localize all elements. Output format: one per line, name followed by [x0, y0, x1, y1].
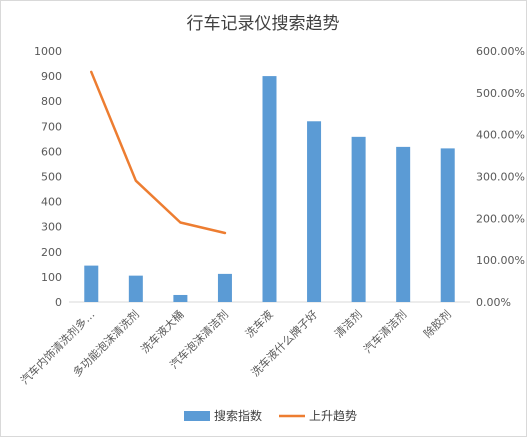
bar — [128, 275, 143, 302]
bar — [307, 121, 322, 302]
right-axis-tick-label: 100.00% — [476, 254, 525, 267]
left-axis-tick-label: 100 — [41, 271, 62, 284]
legend: 搜索指数 上升趋势 — [184, 408, 357, 423]
legend-bar-swatch — [184, 411, 210, 421]
bar — [84, 265, 99, 302]
left-axis-tick-label: 300 — [41, 221, 62, 234]
left-axis-tick-label: 400 — [41, 196, 62, 209]
category-label: 洗车液大桶 — [138, 307, 187, 356]
left-axis-tick-label: 900 — [41, 70, 62, 83]
left-axis-tick-label: 0 — [55, 296, 62, 309]
right-axis-tick-label: 600.00% — [476, 45, 525, 58]
legend-bar-label: 搜索指数 — [214, 408, 262, 423]
right-axis-tick-label: 300.00% — [476, 171, 525, 184]
bar — [217, 273, 232, 302]
bar — [440, 148, 455, 302]
left-axis-tick-label: 600 — [41, 145, 62, 158]
bar — [262, 76, 277, 302]
category-label: 除胶剂 — [421, 307, 454, 340]
right-axis-tick-label: 200.00% — [476, 212, 525, 225]
category-label: 洗车液 — [242, 307, 275, 340]
bar — [396, 146, 411, 302]
category-label: 汽车清洁剂 — [360, 307, 409, 356]
line-layer — [90, 70, 227, 235]
left-axis-tick-label: 500 — [41, 171, 62, 184]
left-axis-tick-label: 1000 — [34, 45, 62, 58]
category-label: 清洁剂 — [331, 307, 364, 340]
right-axis-tick-label: 500.00% — [476, 87, 525, 100]
right-axis-tick-label: 400.00% — [476, 129, 525, 142]
right-axis-tick-label: 0.00% — [476, 296, 511, 309]
chart-title: 行车记录仪搜索趋势 — [187, 14, 340, 34]
left-axis-tick-label: 700 — [41, 120, 62, 133]
left-axis-tick-label: 800 — [41, 95, 62, 108]
bars-layer — [84, 76, 455, 302]
trend-line — [90, 70, 227, 235]
legend-line-label: 上升趋势 — [309, 409, 357, 423]
category-label: 汽车内饰清洗剂多… — [17, 307, 97, 387]
bar — [351, 136, 366, 302]
bar — [173, 294, 188, 302]
left-axis-tick-label: 200 — [41, 246, 62, 259]
